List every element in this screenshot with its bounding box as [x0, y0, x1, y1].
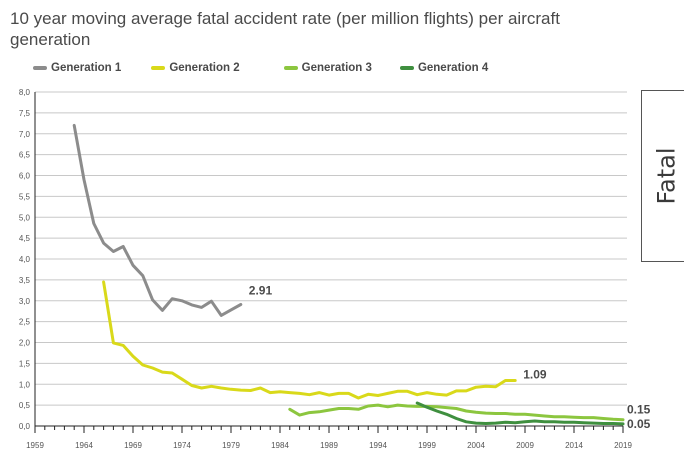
end-label-generation-2: 1.09	[523, 367, 547, 381]
y-tick-label: 2,0	[19, 339, 31, 348]
legend-swatch-generation-2	[151, 66, 166, 70]
legend-label-generation-2: Generation 2	[169, 62, 240, 74]
legend-swatch-generation-3	[283, 66, 298, 70]
x-tick-label: 1974	[173, 441, 191, 450]
y-tick-label: 1,0	[19, 380, 31, 389]
fatal-side-box: Fatal	[641, 90, 684, 262]
legend-label-generation-4: Generation 4	[417, 62, 489, 74]
x-tick-label: 1989	[320, 441, 338, 450]
y-tick-label: 1,5	[19, 359, 31, 368]
y-tick-label: 3,0	[19, 297, 31, 306]
end-labels: 2.91 1.09 0.150.05	[249, 284, 651, 431]
y-tick-label: 7,5	[19, 109, 31, 118]
legend-swatch-generation-1	[33, 66, 47, 70]
end-label-generation-4: 0.05	[627, 417, 651, 431]
legend-item-generation-1: Generation 1	[33, 62, 121, 74]
y-tick-label: 3,5	[19, 276, 31, 285]
chart-legend: Generation 1 Generation 2 Generation 3 G…	[33, 62, 502, 74]
y-tick-label: 8,0	[19, 88, 31, 97]
grid-lines	[35, 91, 627, 406]
series-line-generation-4	[415, 401, 625, 426]
series-lines	[72, 123, 625, 426]
legend-item-generation-2: Generation 2	[151, 62, 240, 74]
series-line-generation-2	[102, 280, 517, 400]
legend-item-generation-3: Generation 3	[283, 62, 372, 74]
x-tick-label: 2014	[565, 441, 583, 450]
y-tick-label: 0,0	[19, 422, 31, 431]
x-tick-label: 1964	[75, 441, 93, 450]
y-tick-label: 6,0	[19, 172, 31, 181]
legend-item-generation-4: Generation 4	[399, 62, 489, 74]
end-label-generation-3: 0.15	[627, 403, 651, 417]
fatal-side-label: Fatal	[653, 147, 681, 205]
x-tick-label: 2019	[614, 441, 632, 450]
y-axis-ticks: 0,0 0,5 1,0 1,5 2,0 2,5 3,0 3,5 4,0 4,5 5,0 5,5 6,0 6…	[19, 88, 36, 431]
y-tick-label: 7,0	[19, 130, 31, 139]
y-tick-label: 0,5	[19, 401, 31, 410]
chart-title: 10 year moving average fatal accident ra…	[10, 9, 560, 49]
y-tick-label: 4,5	[19, 234, 31, 243]
x-tick-label: 1959	[26, 441, 44, 450]
y-tick-label: 2,5	[19, 318, 31, 327]
x-tick-label: 1999	[418, 441, 436, 450]
x-axis: 1959 1964 1969 1974 1979 1984 1989 1994 1999 2004…	[26, 425, 632, 450]
x-tick-label: 1979	[222, 441, 240, 450]
y-tick-label: 6,5	[19, 151, 31, 160]
legend-label-generation-3: Generation 3	[301, 62, 372, 74]
x-tick-label: 1969	[124, 441, 142, 450]
legend-label-generation-1: Generation 1	[51, 62, 122, 74]
x-tick-label: 2009	[516, 441, 534, 450]
y-tick-label: 4,0	[19, 255, 31, 264]
x-tick-label: 2004	[467, 441, 485, 450]
x-tick-label: 1984	[271, 441, 289, 450]
y-tick-label: 5,5	[19, 192, 31, 201]
x-tick-label: 1994	[369, 441, 387, 450]
y-tick-label: 5,0	[19, 213, 31, 222]
end-label-generation-1: 2.91	[249, 284, 273, 298]
legend-swatch-generation-4	[399, 66, 414, 70]
series-line-generation-1	[72, 123, 243, 317]
series-line-generation-3	[288, 403, 625, 422]
